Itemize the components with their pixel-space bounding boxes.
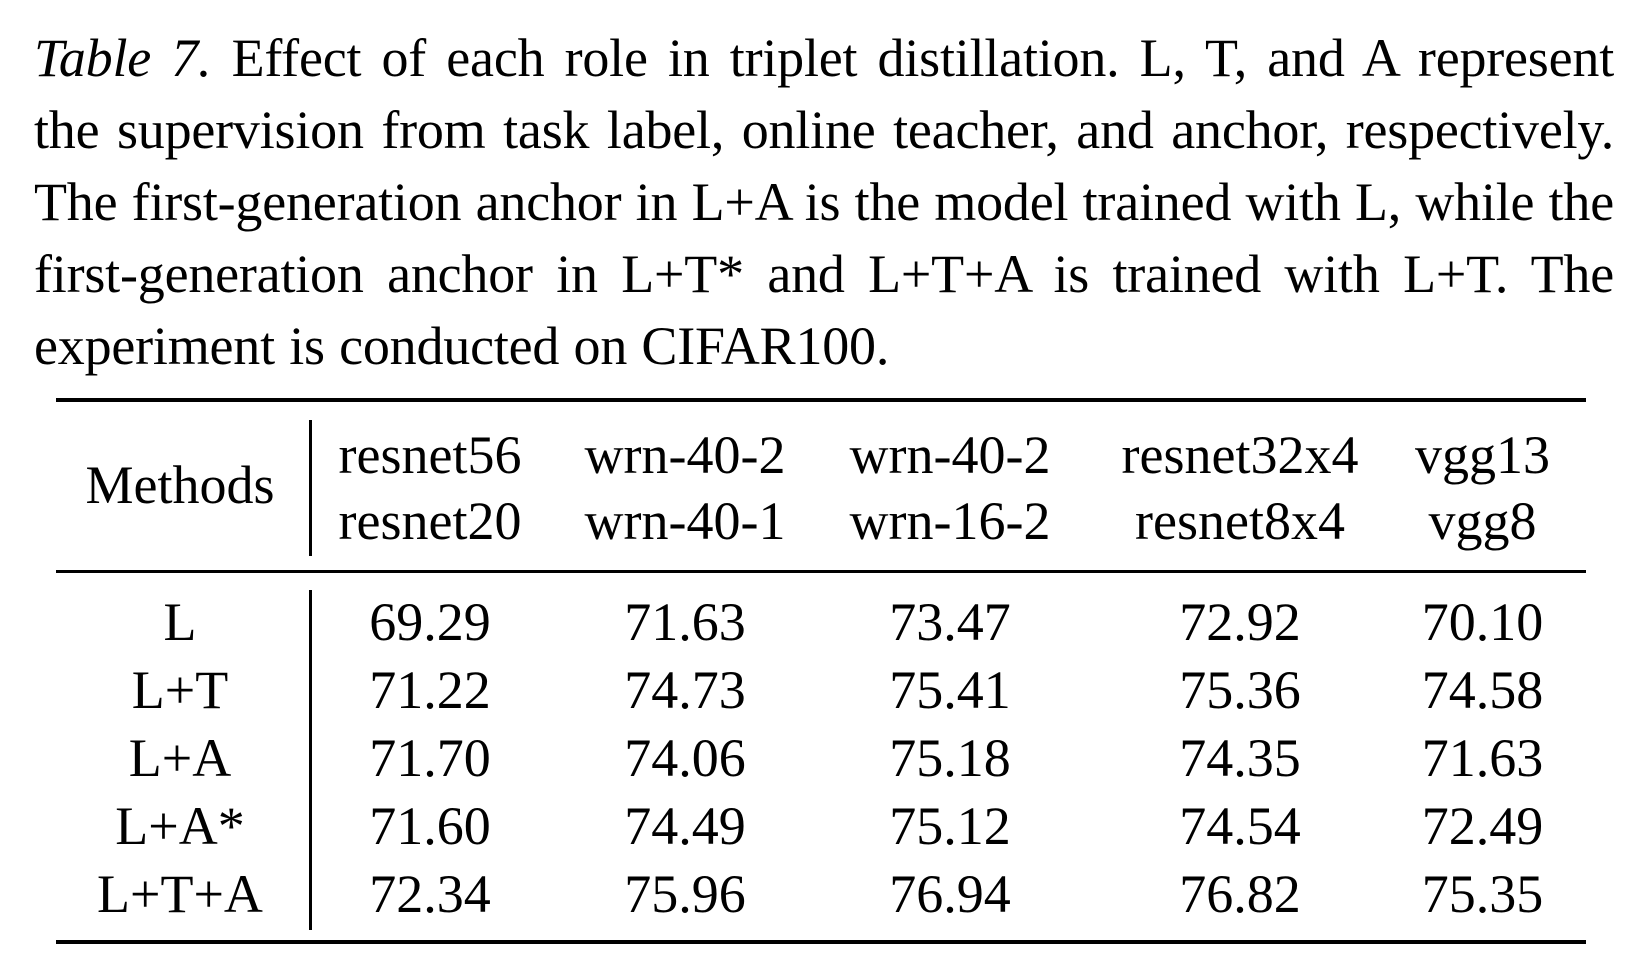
value-cell: 74.49 <box>624 796 746 856</box>
value-cell: 74.73 <box>624 660 746 720</box>
value-cell: 72.49 <box>1421 796 1544 856</box>
value-cell: 75.12 <box>889 796 1011 856</box>
value-cell: 75.18 <box>889 728 1011 788</box>
value-cell: 74.58 <box>1421 660 1544 720</box>
column-student: resnet8x4 <box>1135 491 1345 551</box>
table-row: L+T 71.22 74.73 75.41 75.36 74.58 <box>0 656 1644 724</box>
value-cell: 70.10 <box>1421 592 1544 652</box>
column-header-4: resnet32x4 resnet8x4 <box>1095 422 1385 554</box>
value-cell: 74.35 <box>1179 728 1301 788</box>
table-row: L+A 71.70 74.06 75.18 74.35 71.63 <box>0 724 1644 792</box>
value-cell: 73.47 <box>889 592 1011 652</box>
body-vertical-rule <box>309 590 312 930</box>
value-cell: 76.94 <box>889 864 1011 924</box>
header-vertical-rule <box>309 420 312 556</box>
column-student: vgg8 <box>1428 491 1537 551</box>
caption-text: Effect of each role in triplet distillat… <box>34 28 1614 376</box>
method-cell: L+T <box>131 660 229 720</box>
value-cell: 71.22 <box>369 660 491 720</box>
value-cell: 75.96 <box>624 864 746 924</box>
value-cell: 71.63 <box>1421 728 1544 788</box>
table-row: L+A* 71.60 74.49 75.12 74.54 72.49 <box>0 792 1644 860</box>
value-cell: 76.82 <box>1179 864 1301 924</box>
value-cell: 75.35 <box>1421 864 1544 924</box>
column-student: wrn-16-2 <box>849 491 1051 551</box>
value-cell: 74.54 <box>1179 796 1301 856</box>
column-student: wrn-40-1 <box>584 491 786 551</box>
value-cell: 72.92 <box>1179 592 1301 652</box>
column-header-1: resnet56 resnet20 <box>320 422 540 554</box>
method-cell: L+A <box>128 728 232 788</box>
caption-label: Table 7. <box>34 28 212 88</box>
value-cell: 75.41 <box>889 660 1011 720</box>
method-cell: L <box>163 592 197 652</box>
column-teacher: vgg13 <box>1415 425 1550 485</box>
table-row: L+T+A 72.34 75.96 76.94 76.82 75.35 <box>0 860 1644 928</box>
value-cell: 71.60 <box>369 796 491 856</box>
table-header-rule <box>56 570 1586 573</box>
methods-header: Methods <box>85 455 275 515</box>
column-teacher: resnet56 <box>338 425 522 485</box>
table-top-rule <box>56 398 1586 402</box>
value-cell: 71.70 <box>369 728 491 788</box>
table-bottom-rule <box>56 940 1586 944</box>
table-caption: Table 7. Effect of each role in triplet … <box>34 22 1614 382</box>
table-row: L 69.29 71.63 73.47 72.92 70.10 <box>0 588 1644 656</box>
column-teacher: wrn-40-2 <box>584 425 786 485</box>
table-body: L 69.29 71.63 73.47 72.92 70.10 L+T 71.2… <box>0 588 1644 928</box>
value-cell: 69.29 <box>369 592 491 652</box>
value-cell: 74.06 <box>624 728 746 788</box>
column-teacher: wrn-40-2 <box>849 425 1051 485</box>
value-cell: 71.63 <box>624 592 746 652</box>
column-header-3: wrn-40-2 wrn-16-2 <box>835 422 1065 554</box>
method-cell: L+A* <box>115 796 245 856</box>
column-student: resnet20 <box>338 491 522 551</box>
column-header-2: wrn-40-2 wrn-40-1 <box>570 422 800 554</box>
column-teacher: resnet32x4 <box>1121 425 1359 485</box>
value-cell: 72.34 <box>369 864 491 924</box>
method-cell: L+T+A <box>97 864 263 924</box>
value-cell: 75.36 <box>1179 660 1301 720</box>
column-header-5: vgg13 vgg8 <box>1395 422 1570 554</box>
